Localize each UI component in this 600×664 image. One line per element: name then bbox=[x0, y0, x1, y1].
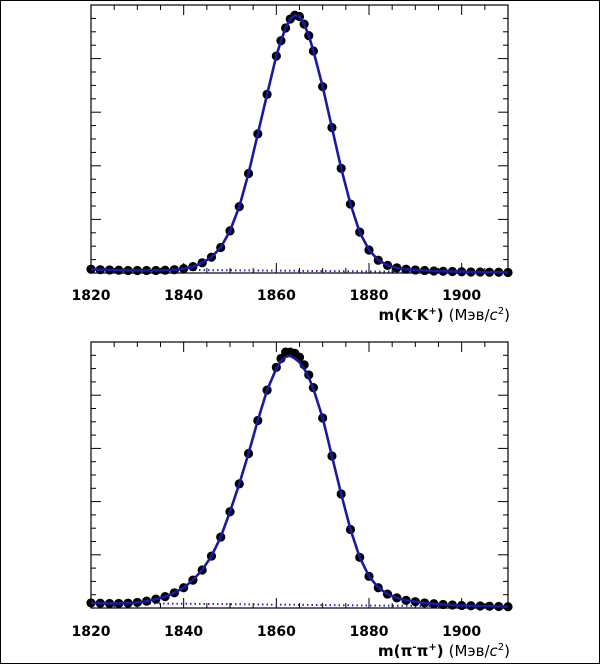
axis-ticks-bottom bbox=[90, 341, 509, 609]
x-tick-label: 1860 bbox=[257, 288, 296, 304]
background-dotted-line bbox=[90, 601, 509, 608]
x-axis-units-c: c bbox=[490, 642, 499, 660]
x-axis-title-part: m(K bbox=[378, 306, 413, 324]
fit-line bbox=[90, 13, 509, 274]
x-axis-title-part: ) bbox=[437, 642, 444, 660]
x-tick-label: 1860 bbox=[257, 624, 296, 640]
series-layer-top bbox=[86, 10, 513, 278]
plot-area-top bbox=[90, 4, 509, 274]
x-axis-title-part: π bbox=[416, 642, 428, 660]
x-axis-units-sup: 2 bbox=[498, 306, 504, 317]
x-axis-title-sup: - bbox=[412, 642, 416, 653]
data-point bbox=[276, 353, 286, 364]
x-tick-label: 1900 bbox=[442, 624, 481, 640]
x-tick-labels-bottom: 1820 1840 1860 1880 1900 bbox=[72, 624, 482, 640]
series-layer-bottom bbox=[86, 347, 513, 612]
x-tick-label: 1880 bbox=[350, 624, 389, 640]
fit-line bbox=[90, 354, 509, 608]
x-tick-label: 1880 bbox=[350, 288, 389, 304]
x-axis-title-sup: - bbox=[413, 306, 417, 317]
data-point bbox=[503, 602, 513, 612]
x-axis-units: (Мэв/ bbox=[449, 306, 491, 324]
x-axis-units-sup: 2 bbox=[498, 642, 504, 653]
axis-ticks-top bbox=[90, 4, 509, 274]
x-tick-label: 1840 bbox=[164, 624, 203, 640]
x-axis-title-sup: + bbox=[428, 642, 436, 653]
x-tick-label: 1840 bbox=[164, 288, 203, 304]
x-axis-title-part: m(π bbox=[378, 642, 412, 660]
x-axis-units-c: c bbox=[490, 306, 499, 324]
x-tick-labels-top: 1820 1840 1860 1880 1900 bbox=[72, 288, 482, 304]
x-axis-units: (Мэв/ bbox=[449, 642, 491, 660]
x-axis-title-bottom: m(π-π+) (Мэв/c2) bbox=[378, 642, 510, 660]
x-axis-title-sup: + bbox=[428, 306, 436, 317]
x-tick-label: 1820 bbox=[72, 288, 111, 304]
x-axis-units-close: ) bbox=[504, 642, 510, 660]
data-point bbox=[86, 264, 96, 274]
x-axis-title-part: K bbox=[417, 306, 430, 324]
x-axis-title-top: m(K-K+) (Мэв/c2) bbox=[378, 306, 510, 324]
plot-area-bottom bbox=[90, 341, 509, 609]
x-tick-label: 1900 bbox=[442, 288, 481, 304]
chart-panel-top: 1820 1840 1860 1880 1900 m(K-K+) (Мэв/c2) bbox=[72, 4, 513, 324]
x-tick-label: 1820 bbox=[72, 624, 111, 640]
x-axis-units-close: ) bbox=[504, 306, 510, 324]
chart-panel-bottom: 1820 1840 1860 1880 1900 m(π-π+) (Мэв/c2) bbox=[72, 341, 513, 660]
x-axis-title-part: ) bbox=[437, 306, 444, 324]
